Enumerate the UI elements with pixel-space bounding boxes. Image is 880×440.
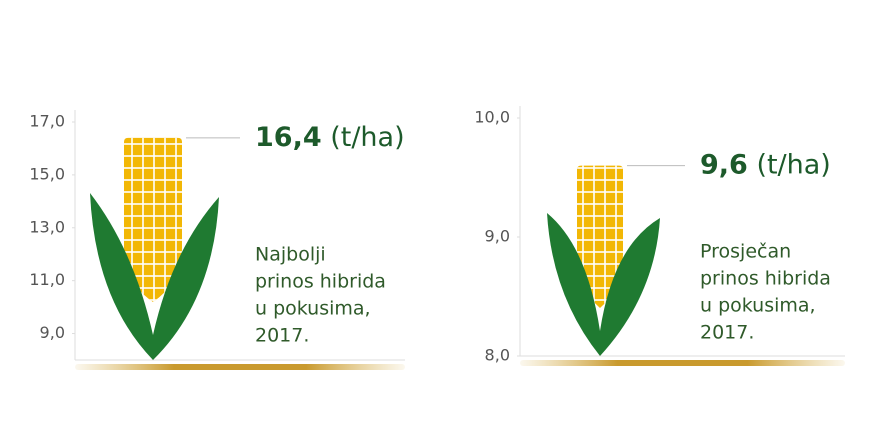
leaf-right	[153, 197, 219, 360]
y-tick-label: 11,0	[29, 270, 65, 289]
y-tick-label: 13,0	[29, 217, 65, 236]
y-tick-label: 17,0	[29, 112, 65, 131]
leaf-left	[547, 213, 600, 356]
ground	[520, 360, 845, 366]
kernel-grid	[577, 165, 623, 308]
value-label: 9,6 (t/ha)	[700, 149, 831, 180]
value-number: 16,4	[255, 121, 322, 152]
ground	[75, 364, 405, 370]
value-unit: (t/ha)	[330, 121, 404, 152]
annotation-line: Prosječan	[700, 241, 791, 263]
chart: 9,0 11,0 13,0 15,0 17,0 16,4 (t/ha) Najbolji pr…	[29, 110, 405, 370]
annotation-line: prinos hibrida	[255, 271, 386, 293]
kernel-grid	[124, 137, 182, 302]
y-tick-label: 15,0	[29, 164, 65, 183]
leaf-left	[90, 193, 153, 360]
value-label: 16,4 (t/ha)	[255, 121, 405, 152]
y-tick-label: 8,0	[485, 346, 510, 365]
annotation-line: u pokusima,	[700, 295, 816, 317]
annotation-line: 2017.	[255, 325, 309, 347]
y-tick-label: 9,0	[40, 323, 65, 342]
value-number: 9,6	[700, 149, 748, 180]
y-tick-label: 10,0	[474, 108, 510, 127]
annotation-line: 2017.	[700, 322, 754, 344]
chart: 8,0 9,0 10,0 9,6 (t/ha) Prosječan prinos hibr…	[474, 106, 845, 366]
leaf-right	[600, 218, 660, 356]
annotation-line: Najbolji	[255, 244, 326, 266]
value-unit: (t/ha)	[756, 149, 830, 180]
y-tick-label: 9,0	[485, 227, 510, 246]
annotation-line: prinos hibrida	[700, 268, 831, 290]
annotation-line: u pokusima,	[255, 298, 371, 320]
